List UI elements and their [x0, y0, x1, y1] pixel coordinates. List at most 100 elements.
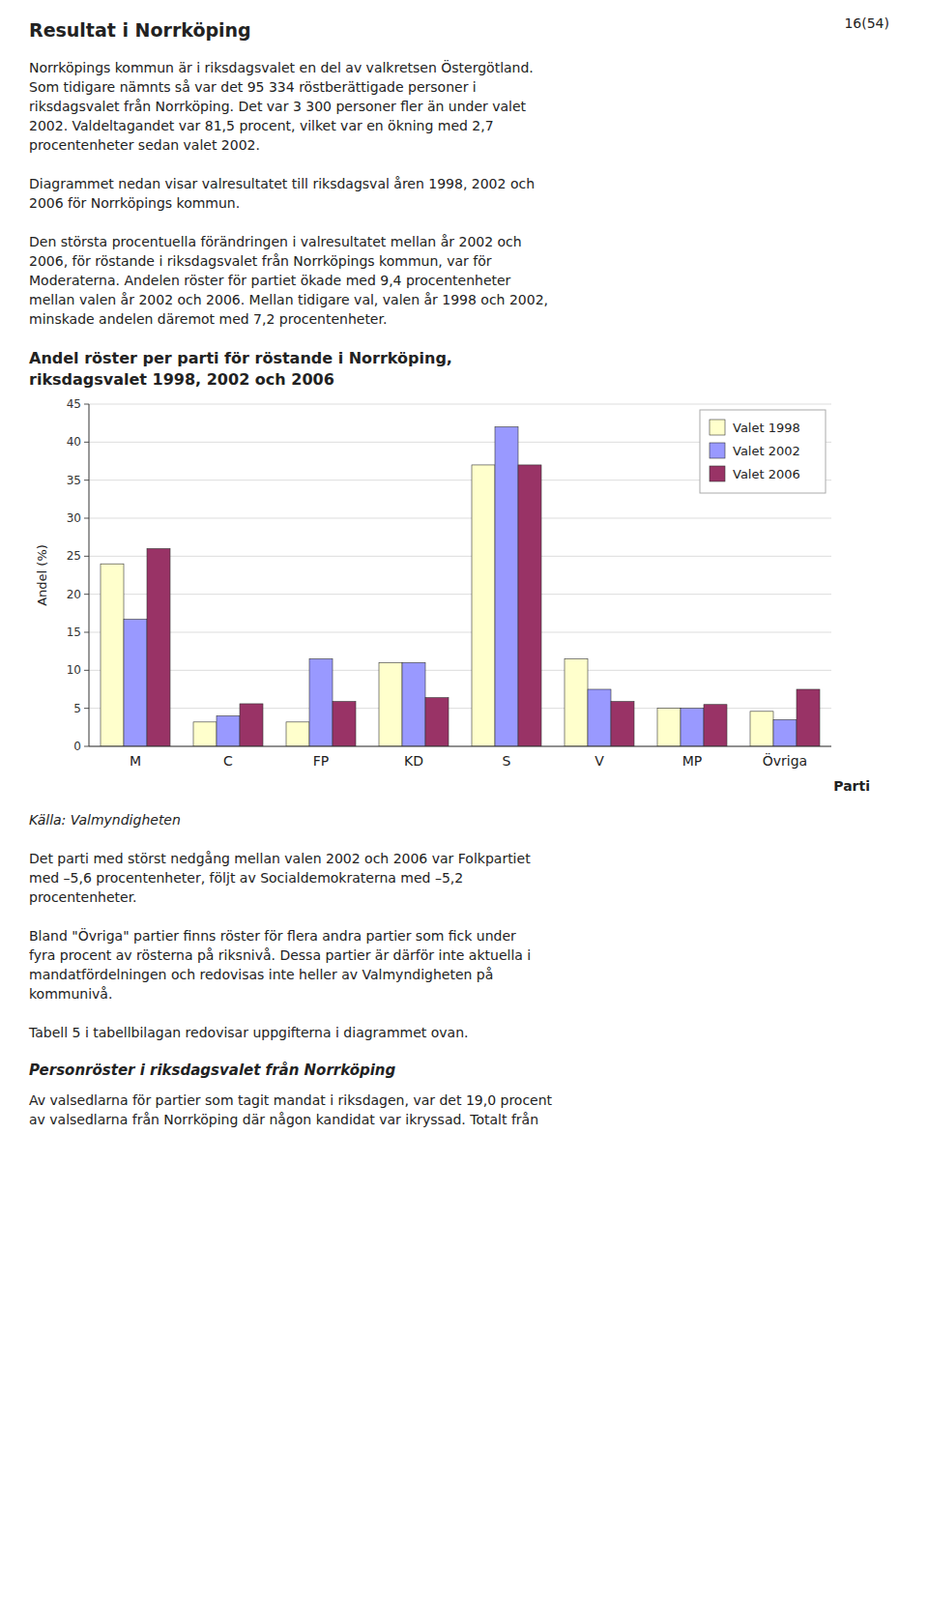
y-axis: 0 5 10 15 20 25 30 35 40 45: [66, 397, 832, 754]
bar: [309, 659, 333, 747]
bar: [123, 619, 147, 747]
top-text-line: 2002. Valdeltagandet var 81,5 procent, v…: [29, 116, 899, 136]
bar: [402, 662, 426, 747]
top-text-line: Den största procentuella förändringen i …: [29, 232, 899, 252]
chart-title: riksdagsvalet 1998, 2002 och 2006: [29, 369, 899, 391]
bottom-text-paragraph: Det parti med störst nedgång mellan vale…: [29, 848, 899, 907]
top-text-line: 2006 för Norrköpings kommun.: [29, 193, 899, 213]
bar: [425, 697, 449, 747]
top-text-line: riksdagsvalet från Norrköping. Det var 3…: [29, 96, 899, 116]
y-tick: [84, 441, 89, 443]
x-tick-label: MP: [682, 753, 703, 769]
legend-swatch: [709, 419, 725, 435]
top-text-line: minskade andelen däremot med 7,2 procent…: [29, 309, 899, 329]
page-header: 16(54): [843, 15, 890, 31]
bar: [518, 464, 542, 747]
top-text-line: Moderaterna. Andelen röster för partiet …: [29, 270, 899, 290]
bottom-text-line: Bland "Övriga" partier finns röster för …: [29, 926, 899, 946]
y-tick-label: 40: [66, 435, 82, 449]
top-text-paragraph: Diagrammet nedan visar valresultatet til…: [29, 174, 899, 213]
y-axis-line: [88, 404, 90, 747]
y-tick-label: 20: [66, 587, 82, 602]
bottom-text-line: fyra procent av rösterna på riksnivå. De…: [29, 945, 899, 965]
y-tick: [84, 404, 89, 406]
bar: [286, 722, 310, 747]
bottom-text-paragraph: Bland "Övriga" partier finns röster för …: [29, 926, 899, 1004]
top-text-paragraph: Norrköpings kommun är i riksdagsvalet en…: [29, 58, 899, 155]
legend: Valet 1998 Valet 2002 Valet 2006: [699, 409, 826, 493]
caption: Källa: Valmyndigheten: [29, 812, 899, 828]
bottom-text-line: mandatfördelningen och redovisas inte he…: [29, 964, 899, 985]
bar: [564, 659, 588, 747]
grid-line: [88, 669, 832, 671]
x-tick-label: S: [502, 753, 512, 769]
bottom-text-line: med –5,6 procentenheter, följt av Social…: [29, 868, 899, 888]
y-tick-label: 35: [66, 473, 82, 488]
bar: [494, 427, 519, 747]
final-text-line: Av valsedlarna för partier som tagit man…: [29, 1090, 899, 1110]
x-axis-line: [88, 746, 832, 748]
bottom-text-line: Det parti med störst nedgång mellan vale…: [29, 848, 899, 869]
x-tick-label: KD: [404, 753, 424, 769]
top-text-line: Norrköpings kommun är i riksdagsvalet en…: [29, 58, 899, 78]
bar: [587, 689, 611, 747]
page: 16(54)Resultat i Norrköping Norrköpings k…: [0, 0, 928, 1130]
section-header: Resultat i Norrköping: [29, 19, 899, 41]
bar: [471, 464, 495, 747]
y-tick: [84, 669, 89, 671]
bar: [796, 689, 820, 747]
legend-label: Valet 2006: [732, 466, 801, 482]
y-tick-label: 15: [66, 625, 82, 639]
x-tick-label: Övriga: [762, 752, 808, 769]
bar: [610, 701, 635, 747]
y-tick-label: 45: [66, 397, 82, 411]
bar: [100, 563, 124, 747]
y-tick-label: 0: [73, 739, 82, 754]
y-tick: [84, 746, 89, 748]
top-text-line: 2006, för röstande i riksdagsvalet från …: [29, 251, 899, 271]
bar: [332, 701, 356, 747]
y-tick-label: 25: [66, 549, 82, 563]
y-axis-title: Andel (%): [34, 544, 50, 607]
bar: [378, 662, 403, 747]
grid-line: [88, 632, 832, 634]
legend-label: Valet 1998: [732, 420, 801, 435]
y-tick: [84, 518, 89, 520]
y-tick: [84, 593, 89, 595]
x-tick-label: C: [223, 753, 233, 769]
top-text-line: Diagrammet nedan visar valresultatet til…: [29, 174, 899, 194]
grid-line: [88, 404, 832, 406]
y-tick: [84, 632, 89, 634]
legend-swatch: [709, 465, 725, 482]
top-text-line: Som tidigare nämnts så var det 95 334 rö…: [29, 77, 899, 97]
x-axis-title: Parti: [833, 778, 870, 794]
bottom-text-line: Tabell 5 i tabellbilagan redovisar uppgi…: [29, 1022, 899, 1043]
grid-line: [88, 746, 832, 748]
legend-frame: [699, 409, 826, 493]
bar: [216, 716, 240, 747]
top-text-paragraph: Den största procentuella förändringen i …: [29, 232, 899, 329]
grid-line: [88, 593, 832, 595]
legend-label: Valet 2002: [732, 443, 801, 459]
bottom-text-paragraph: Tabell 5 i tabellbilagan redovisar uppgi…: [29, 1022, 899, 1043]
bar: [773, 719, 797, 747]
final-text-line: av valsedlarna från Norrköping där någon…: [29, 1109, 899, 1130]
bottom-text-line: procentenheter.: [29, 887, 899, 907]
top-text-line: procentenheter sedan valet 2002.: [29, 135, 899, 155]
bar: [703, 704, 727, 747]
bar: [657, 708, 681, 747]
bars: [100, 427, 820, 747]
x-tick-label: V: [594, 753, 605, 769]
y-tick: [84, 707, 89, 709]
legend-swatch: [709, 442, 725, 459]
y-tick: [84, 479, 89, 481]
bar: [680, 708, 704, 747]
chart-title: Andel röster per parti för röstande i No…: [29, 348, 899, 370]
y-tick-label: 5: [73, 701, 82, 716]
grid-line: [88, 555, 832, 557]
y-tick-label: 30: [66, 511, 82, 525]
y-tick-label: 10: [66, 663, 82, 677]
bar: [239, 703, 263, 747]
y-tick: [84, 555, 89, 557]
subsection-header: Personröster i riksdagsvalet från Norrkö…: [29, 1061, 899, 1079]
